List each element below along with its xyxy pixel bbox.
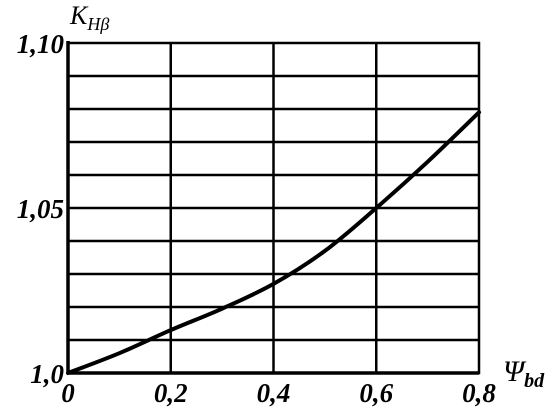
series-line-1 [66,110,481,375]
y-axis-label: KHβ [69,1,109,34]
y-axis-label-sub: Hβ [86,14,109,34]
x-axis-label-main: Ψ [503,355,527,388]
y-tick-labels: 1,0 1,05 1,10 [17,29,65,389]
x-tick-label-5: 0,8 [462,378,496,408]
x-axis-label: Ψbd [503,355,545,392]
axes [66,41,479,375]
y-axis-label-main: K [69,1,89,30]
x-tick-labels: 0 0,2 0,4 0,6 0,8 [61,378,496,408]
grid-lines [68,43,479,373]
x-tick-label-4: 0,6 [359,378,393,408]
y-tick-label-3: 1,10 [17,29,65,59]
y-tick-label-2: 1,05 [17,194,64,224]
y-tick-label-1: 1,0 [30,359,64,389]
x-axis-label-sub: bd [524,370,545,392]
x-tick-label-2: 0,2 [154,378,188,408]
x-tick-label-1: 0 [61,378,75,408]
x-tick-label-3: 0,4 [257,378,291,408]
series-layer [66,110,481,375]
